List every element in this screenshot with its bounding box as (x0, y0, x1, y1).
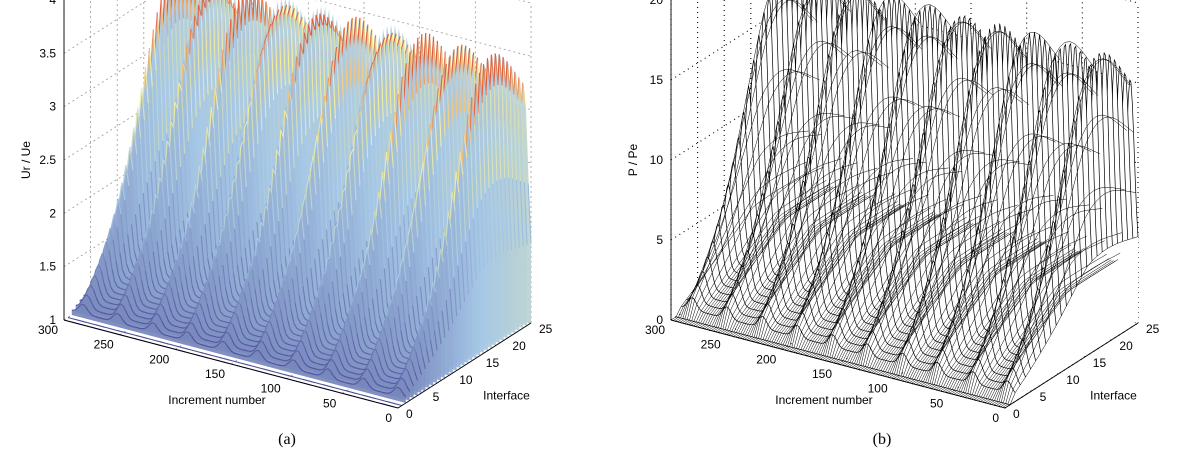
x-tick-label: 300 (645, 323, 665, 337)
tick-labels: 1 1.5 2 2.5 3 3.5 4 0 50 100 150 200 250 300 0 5 10 15 20 2… (38, 0, 553, 425)
y-tick-label: 0 (406, 407, 413, 421)
z-tick-label: 10 (650, 153, 664, 167)
y-tick-label: 0 (1013, 407, 1020, 421)
y-tick-label: 5 (1040, 390, 1047, 404)
y-axis-label: Interface (1090, 389, 1137, 403)
z-tick-label: 0 (656, 313, 663, 327)
caption-b: (b) (873, 431, 892, 448)
z-tick-label: 2 (49, 206, 56, 220)
y-tick-label: 20 (1119, 339, 1133, 353)
x-tick-label: 50 (323, 396, 337, 410)
x-axis-label: Increment number (775, 393, 872, 407)
x-tick-label: 250 (94, 338, 114, 352)
axes (63, 0, 532, 409)
x-tick-label: 300 (38, 323, 58, 337)
y-tick-label: 10 (1066, 373, 1080, 387)
z-tick-label: 4 (49, 0, 56, 7)
z-axis-label: Ur / Ue (19, 141, 33, 179)
x-tick-label: 0 (385, 411, 392, 425)
x-tick-label: 250 (701, 338, 721, 352)
z-tick-label: 2.5 (39, 153, 56, 167)
panel-a-ur-surface: 1 1.5 2 2.5 3 3.5 4 0 50 100 150 200 250 300 0 5 10 15 20 2… (19, 0, 553, 425)
y-tick-label: 15 (1093, 356, 1107, 370)
surface (670, 0, 1139, 409)
caption-a: (a) (278, 431, 296, 448)
z-tick-label: 1 (49, 313, 56, 327)
y-tick-label: 25 (1146, 322, 1160, 336)
x-tick-label: 200 (149, 352, 169, 366)
y-tick-label: 15 (486, 356, 500, 370)
y-tick-label: 5 (433, 390, 440, 404)
z-tick-label: 5 (656, 233, 663, 247)
axis-labels: Ur / Ue Increment number Interface (19, 141, 530, 407)
axis-labels: P / Pe Increment number Interface (626, 143, 1137, 407)
axes (670, 0, 1139, 409)
x-tick-label: 100 (261, 382, 281, 396)
z-tick-label: 1.5 (39, 260, 56, 274)
x-tick-label: 0 (992, 411, 999, 425)
x-tick-label: 100 (868, 382, 888, 396)
y-axis-label: Interface (483, 389, 530, 403)
z-tick-label: 3.5 (39, 46, 56, 60)
z-tick-label: 15 (650, 73, 664, 87)
x-tick-label: 200 (756, 352, 776, 366)
x-tick-label: 150 (812, 367, 832, 381)
surface (63, 0, 532, 409)
z-tick-label: 20 (650, 0, 664, 7)
z-axis-label: P / Pe (626, 143, 640, 176)
x-tick-label: 150 (205, 367, 225, 381)
z-tick-label: 3 (49, 100, 56, 114)
y-tick-label: 20 (512, 339, 526, 353)
y-tick-label: 25 (539, 322, 553, 336)
x-axis-label: Increment number (168, 393, 265, 407)
x-tick-label: 50 (930, 396, 944, 410)
y-tick-label: 10 (459, 373, 473, 387)
